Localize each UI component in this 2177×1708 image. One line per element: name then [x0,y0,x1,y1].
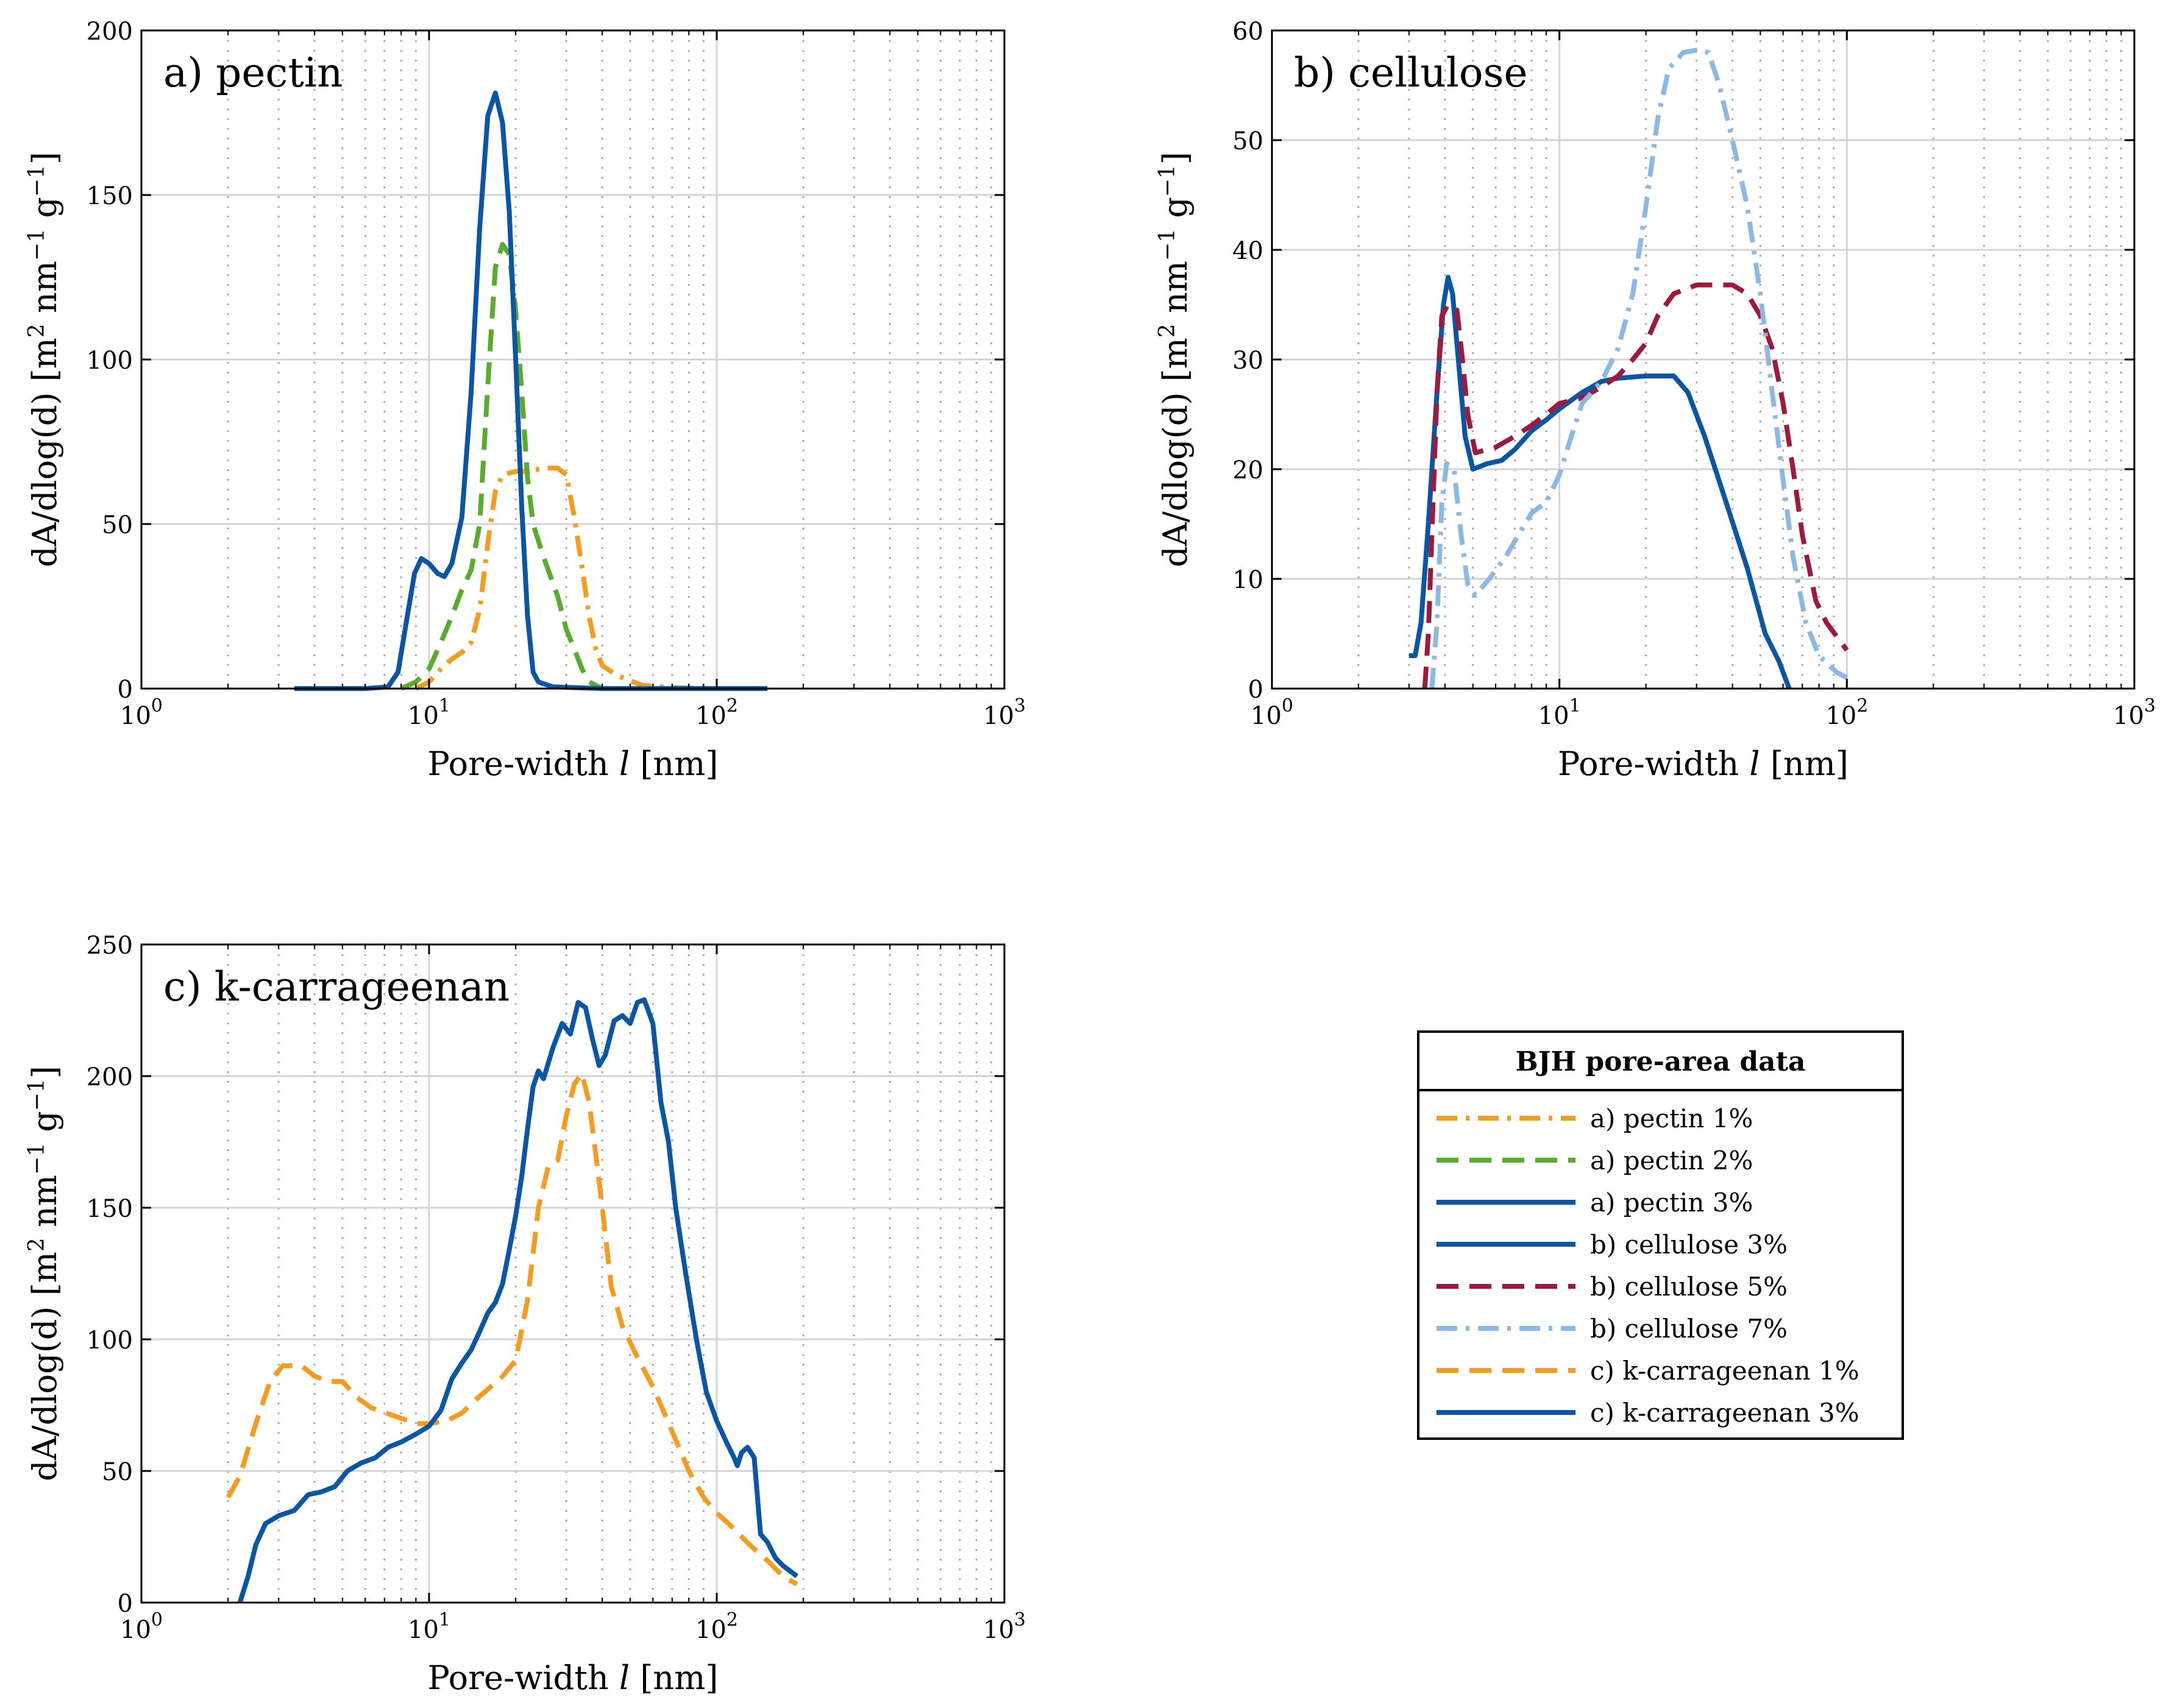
x-tick-label: 102 [695,1609,738,1644]
y-tick-label: 30 [1232,347,1263,375]
y-tick-label: 0 [118,1590,133,1618]
x-tick-label: 101 [1538,695,1581,730]
series-line-c-0 [226,1071,798,1587]
y-tick-label: 0 [118,676,133,704]
plot-frame [140,943,1006,1604]
y-axis-label: dA/dlog(d) [m2 nm−1 g−1] [1155,152,1195,567]
y-tick-label: 150 [87,182,133,210]
series-line-a-2 [294,90,768,691]
x-tick-label: 101 [408,695,450,730]
legend-label: b) cellulose 5% [1590,1272,1788,1302]
legend-label: a) pectin 2% [1590,1146,1753,1175]
series-line-b-2 [1429,48,1848,689]
x-tick-label: 100 [120,1609,163,1644]
y-tick-label: 200 [87,18,133,46]
panel-b: 0 10 20 30 40 50 60 100 101 102 103 Pore-width l [n… [1155,18,2156,783]
x-tick-label: 103 [2113,695,2156,730]
y-tick-label: 100 [87,347,133,375]
series-line-b-1 [1422,282,1849,689]
legend-label: c) k-carrageenan 1% [1590,1356,1859,1386]
x-tick-label: 100 [1251,695,1293,730]
y-tick-label: 60 [1232,18,1263,46]
x-tick-label: 100 [120,695,163,730]
legend-label: c) k-carrageenan 3% [1590,1398,1859,1428]
series-line-c-1 [237,997,799,1604]
panel-title: b) cellulose [1294,49,1528,96]
y-tick-label: 100 [87,1327,133,1355]
legend-box [1417,1030,1904,1440]
y-tick-label: 50 [1232,127,1263,155]
series-line-b-0 [1409,275,1792,690]
x-tick-label: 102 [695,695,738,730]
y-tick-label: 150 [87,1195,133,1223]
x-tick-label: 101 [408,1609,450,1644]
y-tick-label: 10 [1232,566,1263,594]
panel-title: c) k-carrageenan [163,963,510,1010]
x-axis-label: Pore-width l [nm] [1558,745,1848,783]
x-tick-label: 103 [983,695,1026,730]
y-tick-label: 50 [102,511,133,539]
y-tick-label: 50 [102,1458,133,1486]
y-axis-label: dA/dlog(d) [m2 nm−1 g−1] [24,152,65,567]
y-tick-label: 200 [87,1063,133,1091]
y-tick-label: 0 [1248,676,1263,704]
y-axis-label: dA/dlog(d) [m2 nm−1 g−1] [24,1066,65,1481]
x-axis-label: Pore-width l [nm] [428,1659,719,1697]
series-line-a-1 [400,242,603,691]
legend: BJH pore-area data a) pectin 1% a) pectin … [1417,1030,1904,1440]
panel-title: a) pectin [163,49,343,96]
legend-label: a) pectin 1% [1590,1104,1753,1133]
y-tick-label: 250 [87,932,133,960]
panel-c: 0 50 100 150 200 250 100 101 102 103 Pore-width l … [24,932,1026,1697]
legend-label: a) pectin 3% [1590,1188,1753,1217]
series-line-a-0 [414,466,717,691]
y-tick-label: 20 [1232,456,1263,484]
x-axis-label: Pore-width l [nm] [428,745,719,783]
x-tick-label: 103 [983,1609,1026,1644]
legend-label: b) cellulose 7% [1590,1314,1788,1344]
y-tick-label: 40 [1232,237,1263,265]
legend-title: BJH pore-area data [1515,1046,1805,1077]
panel-a: 0 50 100 150 200 100 101 102 103 Pore-width l [nm… [24,18,1026,783]
legend-label: b) cellulose 3% [1590,1230,1788,1260]
x-tick-label: 102 [1825,695,1868,730]
